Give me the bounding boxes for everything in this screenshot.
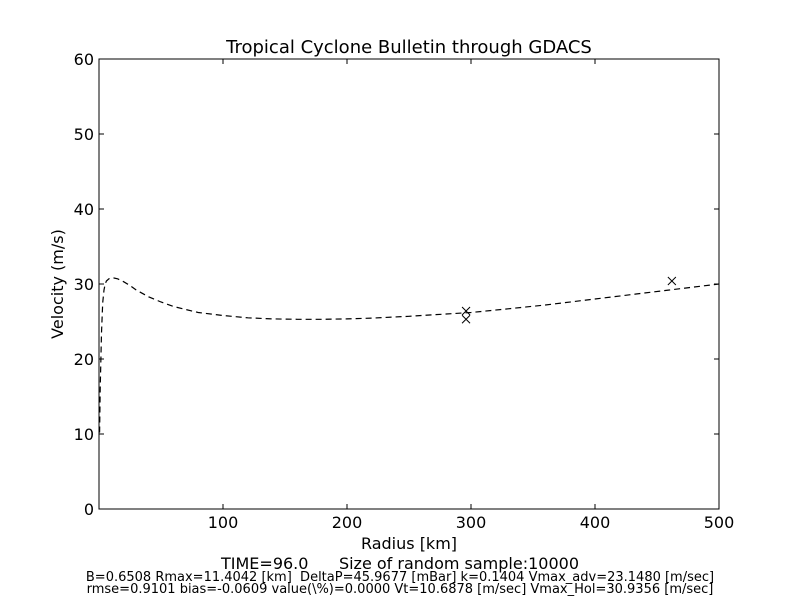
x-tick-label: 400 <box>580 513 611 532</box>
observation-x-marker <box>667 276 677 286</box>
y-tick-label: 60 <box>74 50 94 69</box>
info-parameters: B=0.6508 Rmax=11.4042 [km] DeltaP=45.967… <box>85 570 715 585</box>
data-series <box>99 276 720 433</box>
y-tick-label: 0 <box>84 500 94 519</box>
x-tick-label: 200 <box>332 513 363 532</box>
velocity-radius-chart: Tropical Cyclone Bulletin through GDACS … <box>48 37 735 553</box>
plot-frame <box>98 58 720 510</box>
y-tick-label: 20 <box>74 350 94 369</box>
info-time-sample: TIME=96.0 Size of random sample:10000 <box>221 554 579 573</box>
x-tick-label: 100 <box>208 513 239 532</box>
y-axis-label: Velocity (m/s) <box>48 229 67 339</box>
y-tick-label: 30 <box>74 275 94 294</box>
observation-x-marker <box>461 306 471 316</box>
y-tick-label: 50 <box>74 125 94 144</box>
chart-title: Tropical Cyclone Bulletin through GDACS <box>225 37 592 58</box>
model-velocity-line <box>99 277 720 433</box>
info-statistics: rmse=0.9101 bias=-0.0609 value(\%)=0.000… <box>86 582 714 597</box>
x-tick-label: 500 <box>704 513 735 532</box>
axis-ticks: 100 200 300 400 500 0 10 20 30 40 50 60 <box>74 50 735 532</box>
x-tick-label: 300 <box>456 513 487 532</box>
observation-x-marker <box>461 314 471 324</box>
y-tick-label: 10 <box>74 425 94 444</box>
x-axis-label: Radius [km] <box>361 534 457 553</box>
y-tick-label: 40 <box>74 200 94 219</box>
